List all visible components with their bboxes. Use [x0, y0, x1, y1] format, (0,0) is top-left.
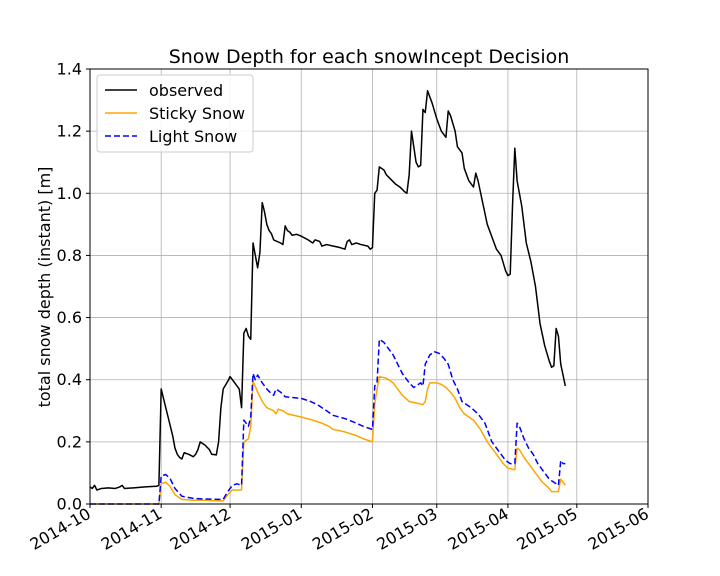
y-tick-label: 0.6	[57, 308, 82, 327]
plot-area	[89, 90, 567, 505]
y-tick-label: 1.2	[57, 122, 82, 141]
legend-label: Sticky Snow	[149, 104, 245, 123]
y-tick-label: 0.2	[57, 432, 82, 451]
y-tick-label: 1.0	[57, 184, 82, 203]
legend: observed Sticky Snow Light Snow	[96, 74, 254, 153]
axes-frame	[89, 68, 649, 505]
chart-title: Snow Depth for each snowIncept Decision	[169, 46, 570, 68]
y-tick-label: 0.0	[57, 495, 82, 514]
y-tick-label: 0.8	[57, 246, 82, 265]
y-axis-label: total snow depth (instant) [m]	[35, 167, 54, 408]
legend-label: observed	[149, 81, 223, 100]
y-tick-label: 0.4	[57, 370, 82, 389]
y-tick-label: 1.4	[57, 60, 82, 79]
legend-label: Light Snow	[149, 127, 237, 146]
legend-box	[96, 74, 254, 153]
series-line-observed	[89, 90, 567, 491]
series-line-light-snow	[90, 338, 566, 505]
